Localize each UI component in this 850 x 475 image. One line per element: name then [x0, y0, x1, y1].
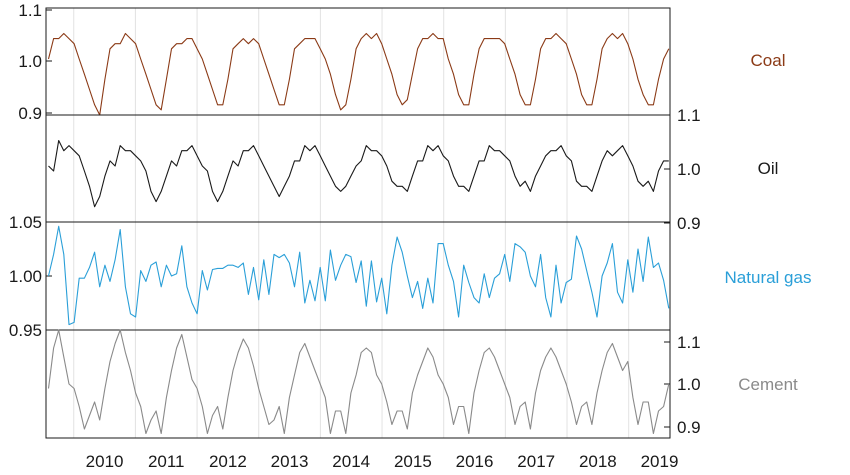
- x-tick-label-2012: 2012: [209, 452, 247, 470]
- y-tick-label-natural-gas-2: 0.95: [9, 321, 42, 340]
- y-tick-label-oil-2: 0.9: [677, 214, 701, 233]
- legend-label-coal: Coal: [751, 51, 786, 70]
- panel-frame-oil: [45, 114, 671, 223]
- x-tick-label-2010: 2010: [86, 452, 124, 470]
- x-tick-label-2018: 2018: [579, 452, 617, 470]
- x-tick-label-2015: 2015: [394, 452, 432, 470]
- x-tick-label-2014: 2014: [332, 452, 370, 470]
- y-tick-label-coal-2: 0.9: [18, 104, 42, 123]
- y-tick-label-oil-0: 1.1: [677, 106, 701, 125]
- series-line-cement: [47, 329, 670, 435]
- series-line-natural-gas: [47, 225, 670, 326]
- x-tick-label-2019: 2019: [641, 452, 679, 470]
- x-tick-label-2013: 2013: [271, 452, 309, 470]
- y-tick-label-cement-1: 1.0: [677, 375, 701, 394]
- y-tick-label-coal-1: 1.0: [18, 52, 42, 71]
- legend-label-natural-gas: Natural gas: [725, 268, 812, 287]
- x-tick-label-2011: 2011: [148, 452, 185, 470]
- y-tick-label-natural-gas-1: 1.00: [9, 267, 42, 286]
- y-tick-label-oil-1: 1.0: [677, 160, 701, 179]
- y-tick-label-coal-0: 1.1: [18, 1, 42, 20]
- legend-label-oil: Oil: [758, 159, 779, 178]
- legend-label-cement: Cement: [738, 375, 798, 394]
- y-tick-label-natural-gas-0: 1.05: [9, 213, 42, 232]
- series-line-coal: [47, 32, 670, 116]
- x-tick-label-2017: 2017: [517, 452, 555, 470]
- y-tick-label-cement-0: 1.1: [677, 333, 701, 352]
- series-line-oil: [48, 139, 669, 208]
- panel-frame-coal: [45, 7, 671, 116]
- y-tick-label-cement-2: 0.9: [677, 418, 701, 437]
- x-tick-label-2016: 2016: [456, 452, 494, 470]
